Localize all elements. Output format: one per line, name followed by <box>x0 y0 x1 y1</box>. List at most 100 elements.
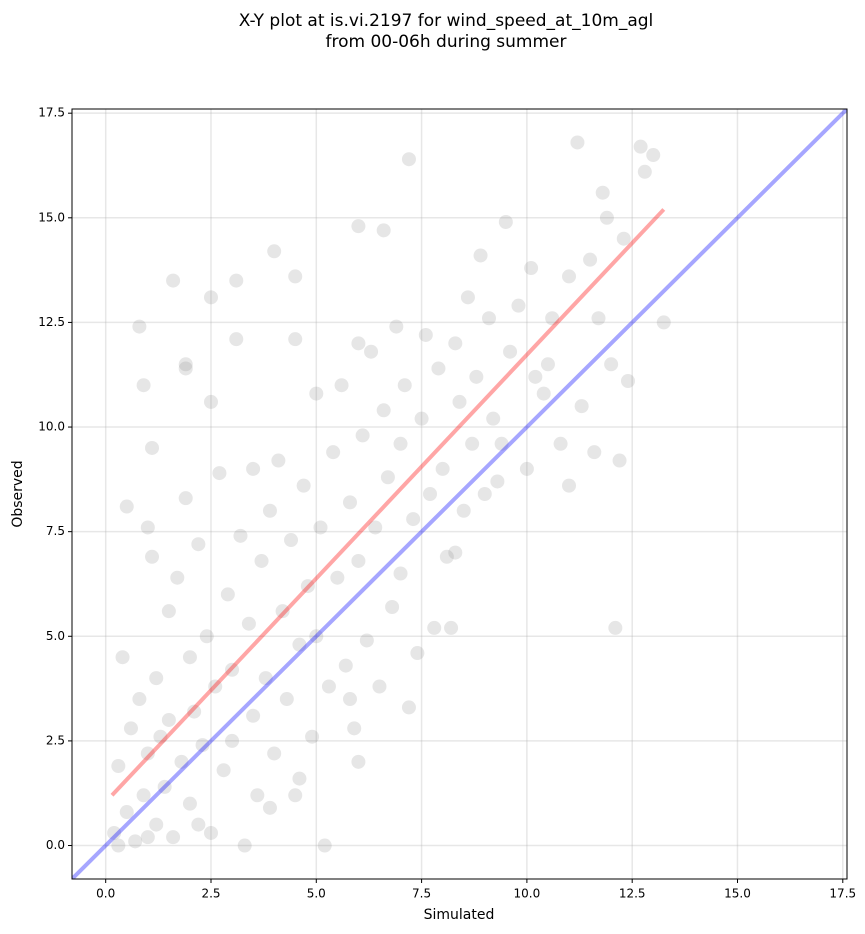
point <box>599 210 614 225</box>
point <box>347 721 362 736</box>
point <box>288 269 303 284</box>
x-tick-label: 17.5 <box>829 887 856 901</box>
point <box>191 537 206 552</box>
point <box>178 357 193 372</box>
point <box>490 474 505 489</box>
point <box>199 629 214 644</box>
plot-frame <box>71 108 848 880</box>
point <box>591 311 606 326</box>
plot-area <box>72 109 847 879</box>
point <box>448 336 463 351</box>
point <box>389 319 404 334</box>
point <box>170 570 185 585</box>
point <box>376 223 391 238</box>
x-tick-label: 10.0 <box>514 887 541 901</box>
point <box>246 708 261 723</box>
point <box>536 386 551 401</box>
point <box>225 733 240 748</box>
point <box>132 319 147 334</box>
point <box>136 378 151 393</box>
y-axis-label: Observed <box>10 460 26 527</box>
point <box>128 834 143 849</box>
point <box>393 436 408 451</box>
point <box>309 629 324 644</box>
chart-title: X-Y plot at is.vi.2197 for wind_speed_at… <box>239 11 654 31</box>
point <box>317 838 332 853</box>
point <box>330 570 345 585</box>
point <box>300 579 315 594</box>
point <box>401 152 416 167</box>
point <box>620 374 635 389</box>
x-tick-label: 7.5 <box>412 887 431 901</box>
point <box>519 461 534 476</box>
point <box>145 549 160 564</box>
point <box>237 838 252 853</box>
point <box>140 746 155 761</box>
point <box>473 248 488 263</box>
point <box>380 470 395 485</box>
point <box>313 520 328 535</box>
point <box>195 738 210 753</box>
point <box>477 487 492 501</box>
point <box>570 135 585 150</box>
point <box>637 164 652 179</box>
point <box>486 411 501 426</box>
point <box>351 219 366 234</box>
point <box>229 332 244 347</box>
x-tick-label: 0.0 <box>96 887 115 901</box>
point <box>166 830 181 845</box>
reference-line <box>72 109 847 879</box>
point <box>604 357 619 372</box>
point <box>423 487 438 501</box>
point <box>250 788 265 803</box>
point <box>153 729 168 744</box>
point <box>191 817 206 832</box>
x-tick-label: 5.0 <box>307 887 326 901</box>
point <box>216 763 231 778</box>
point <box>262 503 277 518</box>
point <box>511 298 526 313</box>
point <box>136 788 151 803</box>
point <box>111 759 126 774</box>
point <box>111 838 126 853</box>
y-tick-label: 7.5 <box>46 524 65 538</box>
point <box>452 394 467 409</box>
point <box>574 399 589 414</box>
grid <box>72 109 847 879</box>
point <box>254 553 269 568</box>
point <box>481 311 496 326</box>
point <box>132 692 147 707</box>
x-axis-label: Simulated <box>424 907 495 923</box>
point <box>540 357 555 372</box>
reference-line <box>110 208 666 797</box>
point <box>351 553 366 568</box>
point <box>203 290 218 305</box>
point <box>368 520 383 535</box>
point <box>460 290 475 305</box>
chart-title: from 00-06h during summer <box>326 32 567 52</box>
point <box>414 411 429 426</box>
point <box>359 633 374 648</box>
point <box>107 825 122 840</box>
point <box>123 721 138 736</box>
point <box>140 830 155 845</box>
point <box>355 428 370 443</box>
y-tick-label: 12.5 <box>38 315 65 329</box>
point <box>157 779 172 794</box>
point <box>178 491 193 506</box>
point <box>465 436 480 451</box>
point <box>608 620 623 635</box>
point <box>321 679 336 694</box>
point <box>271 453 286 468</box>
point <box>364 344 379 359</box>
point <box>393 566 408 581</box>
point <box>498 214 513 229</box>
point <box>612 453 627 468</box>
x-tick-label: 12.5 <box>619 887 646 901</box>
point <box>208 679 223 694</box>
point <box>187 704 202 719</box>
point <box>372 679 387 694</box>
point <box>427 620 442 635</box>
point <box>119 499 134 514</box>
point <box>524 261 539 276</box>
